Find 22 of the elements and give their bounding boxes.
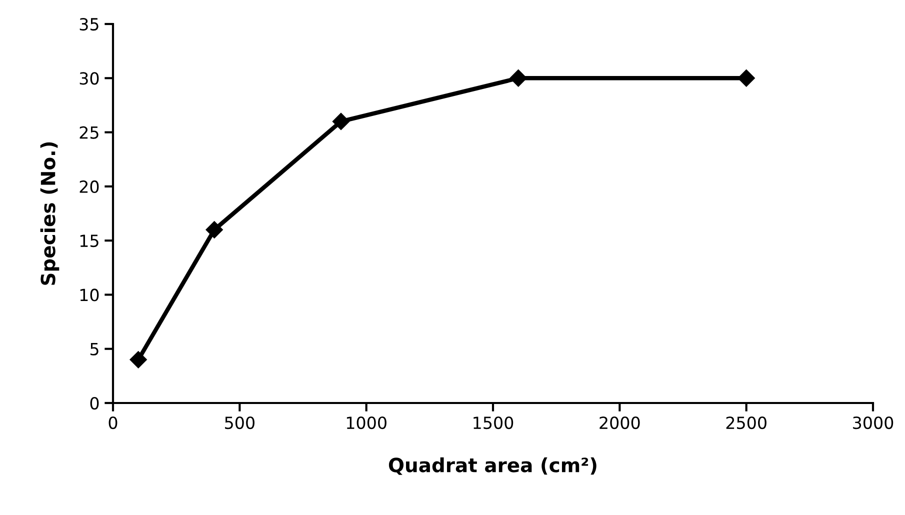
y-tick-label: 0 [90,396,99,410]
point [738,70,755,87]
x-tick-label: 1500 [474,416,514,430]
x-tick-label: 2000 [600,416,640,430]
y-axis-title: Species (No.) [40,142,60,285]
y-tick-label: 20 [80,180,99,193]
point [130,351,147,368]
point [510,70,527,87]
point [332,112,350,130]
point [206,221,223,238]
x-tick-label: 2500 [726,416,766,430]
y-tick-label: 30 [80,72,99,85]
y-tick-label: 15 [80,234,98,248]
x-tick-label: 500 [225,416,254,430]
x-tick-label: 0 [108,416,118,430]
x-axis-title: Quadrat area (cm²) [388,457,596,475]
y-tick-label: 10 [80,288,99,302]
y-tick-label: 35 [80,18,98,31]
y-tick-label: 5 [90,343,98,356]
x-tick-label: 3000 [853,416,894,430]
y-tick-label: 25 [80,126,98,139]
x-tick-label: 1000 [346,416,386,430]
